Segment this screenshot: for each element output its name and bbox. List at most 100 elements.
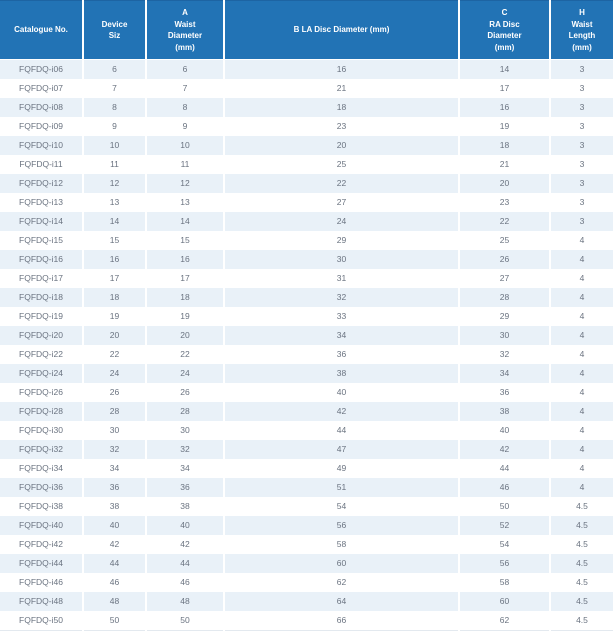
table-row: FQFDQ-i46 46 46 62 58 4.5 — [0, 573, 613, 592]
cell-h-waist-length: 3 — [550, 212, 613, 231]
cell-a-waist-diameter: 20 — [146, 326, 225, 345]
cell-h-waist-length: 4.5 — [550, 535, 613, 554]
cell-a-waist-diameter: 50 — [146, 611, 225, 631]
cell-device-size: 16 — [83, 250, 147, 269]
cell-device-size: 17 — [83, 269, 147, 288]
cell-h-waist-length: 3 — [550, 117, 613, 136]
cell-b-la-disc-diameter: 60 — [224, 554, 460, 573]
cell-c-ra-disc-diameter: 50 — [459, 497, 551, 516]
cell-device-size: 30 — [83, 421, 147, 440]
cell-device-size: 42 — [83, 535, 147, 554]
cell-catalogue-no: FQFDQ-i15 — [0, 231, 84, 250]
table-row: FQFDQ-i13 13 13 27 23 3 — [0, 193, 613, 212]
table-row: FQFDQ-i07 7 7 21 17 3 — [0, 79, 613, 98]
cell-a-waist-diameter: 22 — [146, 345, 225, 364]
cell-h-waist-length: 3 — [550, 79, 613, 98]
cell-device-size: 15 — [83, 231, 147, 250]
cell-device-size: 32 — [83, 440, 147, 459]
cell-c-ra-disc-diameter: 18 — [459, 136, 551, 155]
cell-catalogue-no: FQFDQ-i16 — [0, 250, 84, 269]
table-row: FQFDQ-i36 36 36 51 46 4 — [0, 478, 613, 497]
cell-a-waist-diameter: 9 — [146, 117, 225, 136]
cell-b-la-disc-diameter: 62 — [224, 573, 460, 592]
table-row: FQFDQ-i50 50 50 66 62 4.5 — [0, 611, 613, 631]
cell-h-waist-length: 4 — [550, 459, 613, 478]
table-row: FQFDQ-i11 11 11 25 21 3 — [0, 155, 613, 174]
table-body: FQFDQ-i06 6 6 16 14 3 FQFDQ-i07 7 7 21 17 3 FQFDQ-i0… — [0, 59, 613, 631]
cell-device-size: 10 — [83, 136, 147, 155]
cell-catalogue-no: FQFDQ-i38 — [0, 497, 84, 516]
table-row: FQFDQ-i10 10 10 20 18 3 — [0, 136, 613, 155]
cell-c-ra-disc-diameter: 56 — [459, 554, 551, 573]
cell-a-waist-diameter: 42 — [146, 535, 225, 554]
cell-catalogue-no: FQFDQ-i20 — [0, 326, 84, 345]
column-header-b-la-disc-diameter: B LA Disc Diameter (mm) — [224, 0, 460, 60]
cell-c-ra-disc-diameter: 27 — [459, 269, 551, 288]
cell-c-ra-disc-diameter: 40 — [459, 421, 551, 440]
cell-c-ra-disc-diameter: 22 — [459, 212, 551, 231]
cell-catalogue-no: FQFDQ-i50 — [0, 611, 84, 631]
cell-device-size: 9 — [83, 117, 147, 136]
table-row: FQFDQ-i44 44 44 60 56 4.5 — [0, 554, 613, 573]
column-header-catalogue-no: Catalogue No. — [0, 0, 84, 60]
cell-c-ra-disc-diameter: 34 — [459, 364, 551, 383]
cell-c-ra-disc-diameter: 60 — [459, 592, 551, 611]
cell-h-waist-length: 3 — [550, 174, 613, 193]
cell-c-ra-disc-diameter: 23 — [459, 193, 551, 212]
table-row: FQFDQ-i15 15 15 29 25 4 — [0, 231, 613, 250]
cell-c-ra-disc-diameter: 62 — [459, 611, 551, 631]
cell-catalogue-no: FQFDQ-i14 — [0, 212, 84, 231]
cell-a-waist-diameter: 28 — [146, 402, 225, 421]
cell-catalogue-no: FQFDQ-i32 — [0, 440, 84, 459]
cell-c-ra-disc-diameter: 16 — [459, 98, 551, 117]
table-row: FQFDQ-i08 8 8 18 16 3 — [0, 98, 613, 117]
cell-a-waist-diameter: 6 — [146, 59, 225, 79]
cell-h-waist-length: 4 — [550, 307, 613, 326]
table-row: FQFDQ-i30 30 30 44 40 4 — [0, 421, 613, 440]
cell-device-size: 34 — [83, 459, 147, 478]
cell-device-size: 44 — [83, 554, 147, 573]
cell-catalogue-no: FQFDQ-i17 — [0, 269, 84, 288]
cell-b-la-disc-diameter: 18 — [224, 98, 460, 117]
cell-a-waist-diameter: 14 — [146, 212, 225, 231]
table-row: FQFDQ-i16 16 16 30 26 4 — [0, 250, 613, 269]
table-row: FQFDQ-i12 12 12 22 20 3 — [0, 174, 613, 193]
table-row: FQFDQ-i19 19 19 33 29 4 — [0, 307, 613, 326]
cell-device-size: 28 — [83, 402, 147, 421]
cell-c-ra-disc-diameter: 21 — [459, 155, 551, 174]
cell-a-waist-diameter: 19 — [146, 307, 225, 326]
cell-catalogue-no: FQFDQ-i19 — [0, 307, 84, 326]
cell-a-waist-diameter: 38 — [146, 497, 225, 516]
cell-device-size: 7 — [83, 79, 147, 98]
cell-catalogue-no: FQFDQ-i30 — [0, 421, 84, 440]
cell-b-la-disc-diameter: 42 — [224, 402, 460, 421]
cell-catalogue-no: FQFDQ-i44 — [0, 554, 84, 573]
cell-device-size: 36 — [83, 478, 147, 497]
cell-h-waist-length: 4 — [550, 402, 613, 421]
table-header: Catalogue No. Device Siz A Waist Diamete… — [0, 0, 613, 60]
cell-b-la-disc-diameter: 51 — [224, 478, 460, 497]
cell-device-size: 24 — [83, 364, 147, 383]
table-header-row: Catalogue No. Device Siz A Waist Diamete… — [0, 0, 613, 60]
cell-catalogue-no: FQFDQ-i11 — [0, 155, 84, 174]
cell-a-waist-diameter: 16 — [146, 250, 225, 269]
cell-h-waist-length: 4.5 — [550, 611, 613, 631]
cell-b-la-disc-diameter: 27 — [224, 193, 460, 212]
cell-c-ra-disc-diameter: 25 — [459, 231, 551, 250]
cell-h-waist-length: 4.5 — [550, 497, 613, 516]
cell-c-ra-disc-diameter: 19 — [459, 117, 551, 136]
table-row: FQFDQ-i17 17 17 31 27 4 — [0, 269, 613, 288]
cell-c-ra-disc-diameter: 38 — [459, 402, 551, 421]
cell-h-waist-length: 4 — [550, 421, 613, 440]
cell-c-ra-disc-diameter: 36 — [459, 383, 551, 402]
table-row: FQFDQ-i32 32 32 47 42 4 — [0, 440, 613, 459]
cell-b-la-disc-diameter: 20 — [224, 136, 460, 155]
cell-catalogue-no: FQFDQ-i07 — [0, 79, 84, 98]
cell-c-ra-disc-diameter: 58 — [459, 573, 551, 592]
cell-b-la-disc-diameter: 49 — [224, 459, 460, 478]
cell-device-size: 40 — [83, 516, 147, 535]
table-row: FQFDQ-i38 38 38 54 50 4.5 — [0, 497, 613, 516]
table-row: FQFDQ-i24 24 24 38 34 4 — [0, 364, 613, 383]
cell-c-ra-disc-diameter: 20 — [459, 174, 551, 193]
cell-a-waist-diameter: 11 — [146, 155, 225, 174]
